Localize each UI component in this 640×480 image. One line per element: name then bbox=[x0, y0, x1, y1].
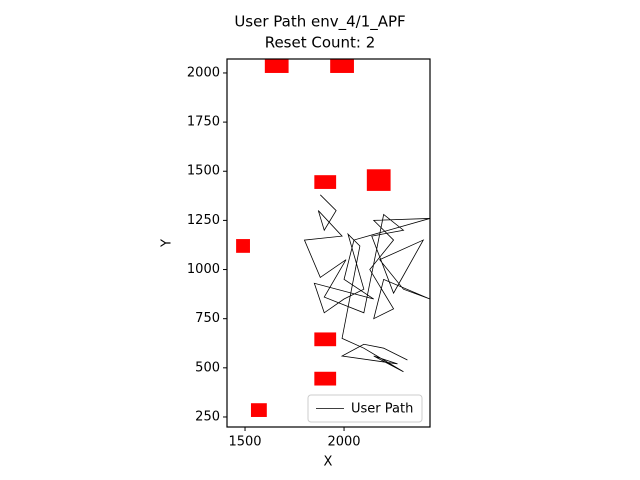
obstacle bbox=[264, 59, 289, 73]
obstacle bbox=[366, 169, 391, 191]
user-path bbox=[303, 194, 430, 373]
obstacle bbox=[330, 59, 354, 73]
y-tick-label: 1750 bbox=[187, 115, 220, 130]
legend-label: User Path bbox=[351, 402, 413, 417]
obstacle bbox=[314, 332, 337, 347]
chart-subtitle: Reset Count: 2 bbox=[265, 34, 376, 52]
x-axis-label: X bbox=[324, 455, 333, 470]
obstacle bbox=[236, 239, 250, 253]
obstacle bbox=[314, 175, 337, 189]
y-axis-label: Y bbox=[160, 239, 175, 248]
legend-box bbox=[307, 394, 423, 423]
y-tick-label: 1500 bbox=[187, 164, 220, 179]
y-tick-label: 250 bbox=[195, 409, 220, 424]
obstacle bbox=[250, 403, 267, 417]
axes-frame bbox=[226, 58, 431, 428]
y-tick-label: 500 bbox=[195, 360, 220, 375]
y-tick-label: 2000 bbox=[187, 65, 220, 80]
obstacle bbox=[314, 371, 337, 386]
plot-area bbox=[236, 59, 430, 417]
y-tick-label: 1250 bbox=[187, 213, 220, 228]
y-tick-label: 1000 bbox=[187, 262, 220, 277]
x-tick-label: 1500 bbox=[228, 435, 261, 450]
chart-title: User Path env_4/1_APF bbox=[234, 13, 405, 32]
y-tick-label: 750 bbox=[195, 311, 220, 326]
x-tick-label: 2000 bbox=[327, 435, 360, 450]
